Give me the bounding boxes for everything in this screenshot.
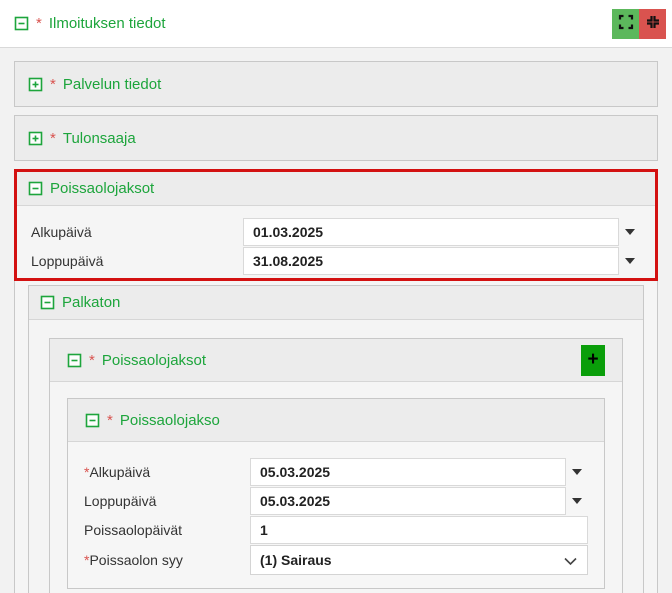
required-marker: * [84,552,90,568]
expand-all-button[interactable] [612,8,639,39]
minus-square-icon[interactable] [28,181,43,196]
minus-square-icon[interactable] [40,295,55,310]
form-content: * Palvelun tiedot * Tulonsaaja Poissaolo… [0,48,672,593]
page-title: Ilmoituksen tiedot [48,15,166,32]
section-label: Palkaton [62,294,121,311]
loppupaiva-input[interactable] [243,247,619,275]
palkaton-body: * Poissaolojaksot + [29,320,643,593]
section-label: Poissaolojakso [119,411,220,429]
datepicker-button[interactable] [619,247,641,275]
loppupaiva-input[interactable] [250,487,566,515]
plus-icon: + [587,348,599,370]
required-marker: * [84,464,90,480]
form-row-poissaolon-syy: *Poissaolon syy (1) Sairaus [84,545,588,575]
required-marker: * [89,351,95,369]
poissaolojaksot-fields: Alkupäivä Loppupäivä [17,206,655,278]
minus-square-icon[interactable] [67,353,82,368]
compress-icon [644,13,662,34]
section-header-ilmoituksen-tiedot[interactable]: * Ilmoituksen tiedot [14,15,166,32]
poissaolojaksot-list-body: * Poissaolojakso *Alkupäivä [50,382,622,593]
field-label: Loppupäivä [84,493,157,509]
datepicker-button[interactable] [619,218,641,246]
datepicker-button[interactable] [566,487,588,515]
section-header-poissaolojaksot[interactable]: Poissaolojaksot [17,172,655,206]
field-label: *Poissaolon syy [84,552,183,568]
collapse-all-button[interactable] [639,8,666,39]
poissaolon-syy-select[interactable]: (1) Sairaus [250,545,588,575]
section-poissaolojakso: * Poissaolojakso *Alkupäivä [67,398,605,589]
field-label: *Alkupäivä [84,464,151,480]
poissaolojakso-fields: *Alkupäivä Loppupäivä [68,442,604,588]
field-label: Poissaolopäivät [84,522,183,538]
section-label: Palvelun tiedot [62,75,162,93]
poissaolojaksot-body: Palkaton * Poissaolojaksot [15,281,657,593]
form-row-alkupaiva: Alkupäivä [31,218,641,246]
minus-square-icon[interactable] [85,413,100,428]
section-header-palkaton[interactable]: Palkaton [29,286,643,320]
form-row-poissaolopaivat: Poissaolopäivät [84,516,588,544]
required-marker: * [50,129,56,147]
required-marker: * [36,15,42,32]
section-label: Tulonsaaja [62,129,136,147]
window-actions [612,8,666,39]
expand-icon [617,13,635,34]
section-header-poissaolojakso[interactable]: * Poissaolojakso [68,399,604,442]
required-marker: * [50,75,56,93]
section-poissaolojaksot-list: * Poissaolojaksot + [49,338,623,593]
alkupaiva-input[interactable] [243,218,619,246]
section-palkaton: Palkaton * Poissaolojaksot [28,285,644,593]
add-poissaolojakso-button[interactable]: + [581,344,605,376]
chevron-down-icon [564,557,577,566]
section-header-poissaolojaksot-list[interactable]: * Poissaolojaksot + [50,339,622,382]
caret-down-icon [625,258,635,264]
section-header-tulonsaaja[interactable]: * Tulonsaaja [14,115,658,161]
alkupaiva-input[interactable] [250,458,566,486]
caret-down-icon [572,469,582,475]
required-marker: * [107,411,113,429]
minus-square-icon[interactable] [14,16,29,31]
selected-option: (1) Sairaus [260,552,332,568]
field-label: Alkupäivä [31,224,92,240]
caret-down-icon [625,229,635,235]
main-titlebar: * Ilmoituksen tiedot [0,0,672,48]
section-label: Poissaolojaksot [101,351,207,369]
form-row-loppupaiva: Loppupäivä [31,247,641,275]
plus-square-icon[interactable] [28,77,43,92]
field-label: Loppupäivä [31,253,104,269]
form-row-alkupaiva: *Alkupäivä [84,458,588,486]
section-header-palvelun-tiedot[interactable]: * Palvelun tiedot [14,61,658,107]
datepicker-button[interactable] [566,458,588,486]
red-highlight-box: Poissaolojaksot Alkupäivä Loppupäivä [14,169,658,281]
caret-down-icon [572,498,582,504]
poissaolopaivat-input[interactable] [250,516,588,544]
form-row-loppupaiva: Loppupäivä [84,487,588,515]
section-label: Poissaolojaksot [50,180,155,197]
plus-square-icon[interactable] [28,131,43,146]
section-poissaolojaksot: Poissaolojaksot Alkupäivä Loppupäivä [14,169,658,593]
